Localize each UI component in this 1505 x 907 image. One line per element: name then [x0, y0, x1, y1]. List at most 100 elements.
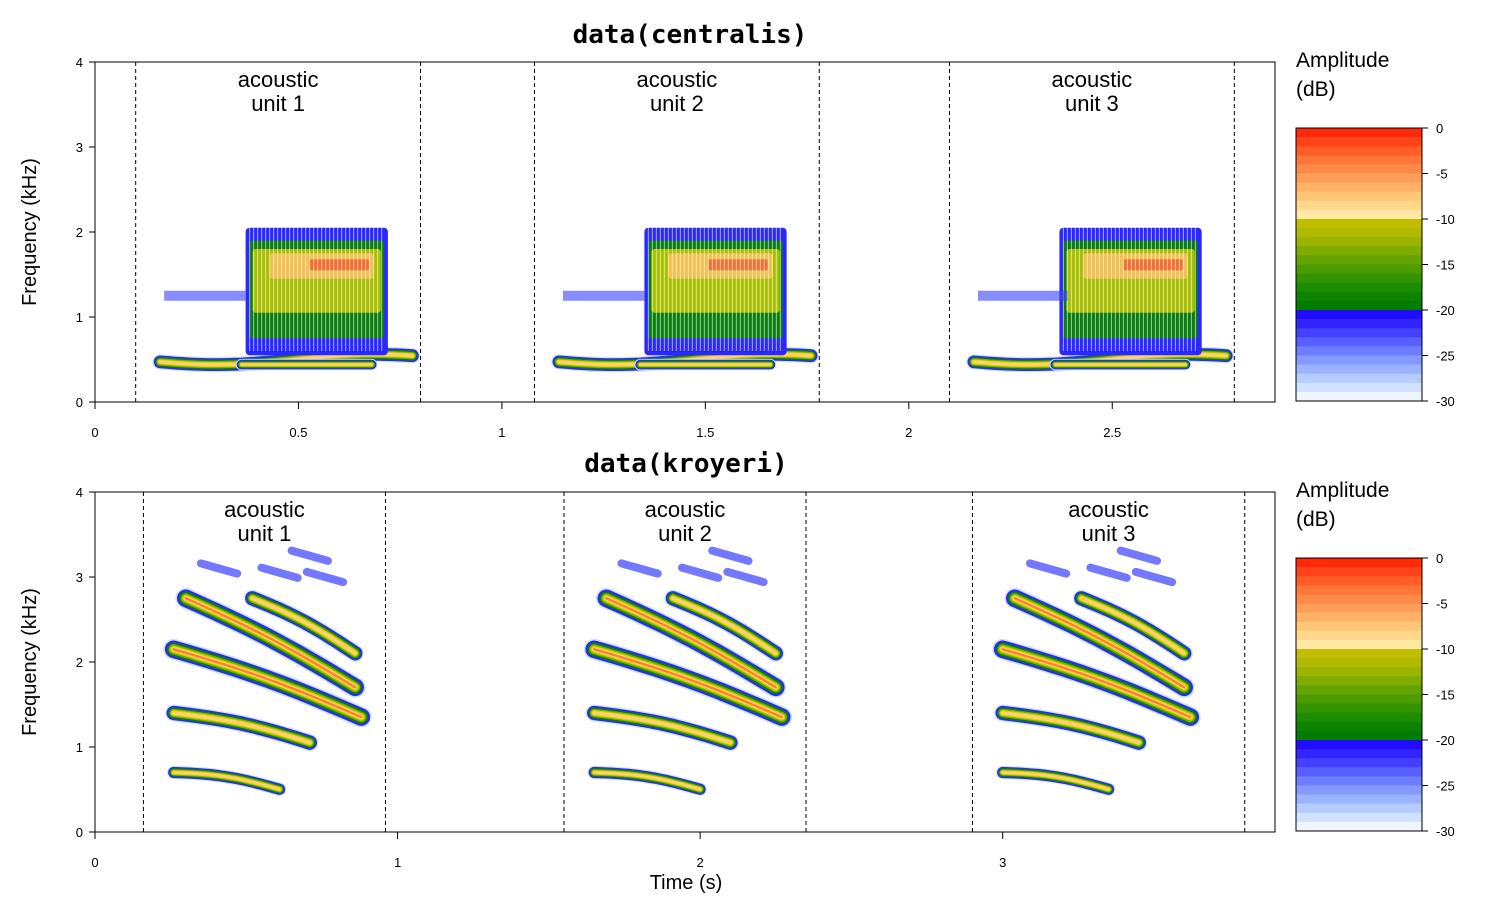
energy-band-peak — [172, 648, 363, 719]
energy-fragment — [257, 563, 302, 582]
x-tick-label: 2 — [697, 855, 704, 870]
x-tick-label: 1 — [394, 855, 401, 870]
colorbar-swatch — [1296, 812, 1422, 823]
energy-band-peak — [1001, 648, 1192, 719]
x-axis: 0 1 2 3 — [91, 832, 1006, 870]
unit-label-line1: acoustic — [224, 497, 305, 522]
unit-label-line2: unit 3 — [1065, 91, 1119, 116]
chart-title: data(centralis) — [573, 20, 808, 50]
y-tick-label: 1 — [76, 310, 83, 325]
colorbar-swatch — [1296, 621, 1422, 632]
colorbar-swatch — [1296, 373, 1422, 384]
x-axis-label: Time (s) — [650, 872, 723, 894]
colorbar-swatch — [1296, 685, 1422, 695]
energy-band — [1000, 711, 1141, 745]
colorbar-swatch — [1296, 694, 1422, 704]
colorbar-swatch — [1296, 355, 1422, 365]
energy-block — [1123, 259, 1183, 271]
colorbar-swatch — [1296, 585, 1422, 595]
colorbar-tick-label: -15 — [1436, 258, 1455, 273]
spectrogram-image — [152, 210, 1234, 373]
unit-label-line2: unit 3 — [1082, 521, 1136, 546]
colorbar-swatch — [1296, 155, 1422, 165]
colorbar-tick-label: -10 — [1436, 212, 1455, 227]
colorbar-swatch — [1296, 730, 1422, 741]
y-tick-label: 2 — [76, 655, 83, 670]
x-tick-label: 1 — [498, 425, 505, 440]
energy-fragment — [617, 559, 662, 578]
colorbar-tick-label: -5 — [1436, 597, 1448, 612]
colorbar-swatch — [1296, 282, 1422, 293]
energy-fragment — [677, 563, 723, 582]
energy-band — [1001, 771, 1110, 791]
colorbar-swatch — [1296, 300, 1422, 311]
colorbar-tick-label: -5 — [1436, 167, 1448, 182]
unit-label-line2: unit 2 — [650, 91, 704, 116]
x-tick-label: 0 — [91, 855, 98, 870]
energy-band — [1079, 596, 1186, 656]
colorbar-swatch — [1296, 164, 1422, 174]
unit-boundaries — [142, 492, 1246, 832]
colorbar-swatch — [1296, 776, 1422, 786]
colorbar-swatch — [1296, 567, 1422, 577]
unit-label-line1: acoustic — [1068, 497, 1149, 522]
unit-label-line2: unit 2 — [658, 521, 712, 546]
colorbar-swatch — [1296, 758, 1422, 768]
colorbar-swatch — [1296, 612, 1422, 623]
energy-fragment — [302, 567, 348, 587]
colorbar-swatch — [1296, 749, 1422, 759]
colorbar-swatch — [1296, 291, 1422, 302]
colorbar-swatch — [1296, 639, 1422, 650]
colorbar-swatch — [1296, 146, 1422, 156]
colorbar-swatch — [1296, 219, 1422, 229]
y-tick-label: 3 — [76, 140, 83, 155]
spectrogram-image — [163, 546, 1201, 796]
colorbar-tick-label: -20 — [1436, 733, 1455, 748]
colorbar-swatch — [1296, 794, 1422, 805]
colorbar-swatch — [1296, 128, 1422, 138]
colorbar-swatch — [1296, 785, 1422, 795]
energy-band-peak — [1013, 597, 1186, 689]
energy-band — [671, 596, 778, 656]
colorbar-swatch — [1296, 558, 1422, 568]
energy-fragment — [723, 567, 768, 587]
colorbar-swatch — [1296, 594, 1422, 604]
colorbar-swatch — [1296, 209, 1422, 220]
colorbar-swatch — [1296, 649, 1422, 659]
colorbar-swatch — [1296, 182, 1422, 193]
colorbar-swatch — [1296, 382, 1422, 393]
colorbar-swatch — [1296, 191, 1422, 202]
x-tick-label: 3 — [999, 855, 1006, 870]
energy-fragment — [196, 559, 242, 578]
colorbar-swatch — [1296, 346, 1422, 356]
colorbar-swatch — [1296, 740, 1422, 750]
energy-band-peak — [605, 597, 777, 689]
colorbar-swatch — [1296, 712, 1422, 723]
energy-fragment — [708, 546, 753, 565]
chart-title: data(kroyeri) — [584, 449, 788, 479]
x-tick-label: 2.5 — [1103, 425, 1121, 440]
colorbar-label: (dB) — [1296, 78, 1336, 101]
x-tick-label: 0 — [91, 425, 98, 440]
x-tick-label: 1.5 — [696, 425, 714, 440]
x-tick-label: 2 — [905, 425, 912, 440]
colorbar-swatch — [1296, 200, 1422, 211]
colorbar-swatch — [1296, 391, 1422, 402]
colorbar-tick-label: -30 — [1436, 824, 1455, 839]
y-tick-label: 4 — [76, 485, 83, 500]
colorbar-swatch — [1296, 767, 1422, 777]
colorbar-swatch — [1296, 328, 1422, 338]
y-tick-label: 3 — [76, 570, 83, 585]
colorbar-swatch — [1296, 667, 1422, 677]
energy-fragment — [1116, 546, 1161, 565]
x-tick-label: 0.5 — [289, 425, 307, 440]
unit-label-line1: acoustic — [1052, 67, 1133, 92]
energy-band — [592, 711, 733, 745]
colorbar-swatch — [1296, 603, 1422, 613]
colorbar-swatch — [1296, 676, 1422, 686]
colorbar-label: Amplitude — [1296, 49, 1389, 72]
energy-band — [250, 596, 357, 656]
colorbar-swatch — [1296, 246, 1422, 256]
colorbar-swatch — [1296, 319, 1422, 329]
